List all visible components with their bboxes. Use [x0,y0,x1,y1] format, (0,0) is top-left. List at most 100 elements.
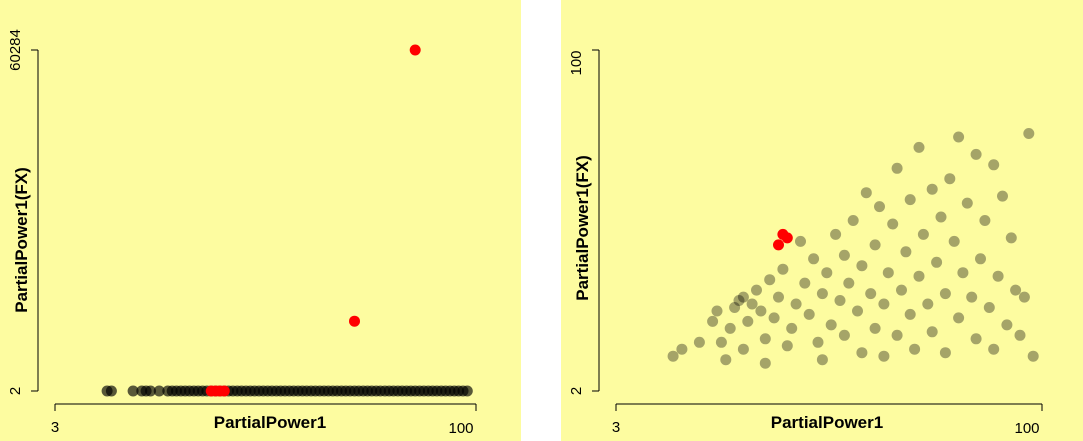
data-point [838,329,850,341]
data-point [856,260,868,272]
data-point [759,357,771,369]
data-point [795,235,806,247]
x-axis-title: PartialPower1 [771,413,883,432]
chart-panel-right: 2 100 3 100 PartialPower1 PartialPower1(… [561,0,1083,441]
data-point [988,159,1000,171]
data-point [834,295,846,306]
data-point [1010,284,1022,296]
data-point [935,211,947,223]
data-point [882,267,894,279]
data-point [742,315,754,327]
data-point [755,305,767,317]
data-point [803,308,815,320]
data-point [746,298,758,310]
data-point [900,246,912,258]
data-point [105,385,117,397]
data-point [904,194,916,206]
data-point [751,284,762,296]
data-point [676,343,688,355]
highlight-point [349,315,360,327]
y-axis-title: PartialPower1(FX) [573,155,592,301]
highlight-point [781,232,793,244]
data-point [997,190,1008,202]
data-point [729,302,741,313]
highlight-point [409,44,421,56]
plot-background [0,0,521,441]
data-point [988,343,1000,355]
data-point [1027,350,1039,362]
data-point [869,239,881,251]
data-point [707,315,719,327]
data-point [878,298,890,310]
data-point [715,336,727,348]
data-point [992,270,1004,282]
data-point [909,343,921,355]
y-tick-label-min: 2 [7,387,24,395]
data-point [737,291,749,303]
x-tick-label-min: 3 [51,419,59,436]
data-point [764,274,776,286]
data-point [461,385,473,397]
data-point [891,329,903,341]
data-point [856,347,868,359]
highlight-point [773,239,784,251]
data-point [127,385,139,397]
data-point [667,350,679,362]
x-axis-title: PartialPower1 [214,413,326,432]
data-point [939,288,951,300]
data-point [970,148,982,160]
data-point [939,347,951,359]
data-point [830,228,842,240]
data-point [961,197,973,209]
data-point [896,284,907,296]
data-point [944,173,956,185]
data-point [768,312,780,324]
data-point [878,350,890,362]
data-point [799,277,811,289]
data-point [931,256,943,268]
data-point [733,295,745,306]
data-point [865,288,877,300]
data-point [786,322,798,334]
data-point [1018,291,1030,303]
data-point [843,277,855,289]
data-point [904,308,916,320]
x-tick-label-max: 100 [1014,420,1039,437]
data-point [1005,232,1017,244]
scatter-chart-left: 2 60284 3 100 PartialPower1 PartialPower… [0,0,521,441]
data-point [737,343,749,355]
y-tick-label-max: 60284 [7,29,24,71]
data-point [926,326,938,338]
data-point [926,183,938,195]
data-point [825,319,837,331]
panel-gap [521,0,561,441]
data-point [145,385,156,397]
y-tick-label-max: 100 [568,50,585,75]
data-point [891,162,903,174]
data-point [860,187,872,199]
data-point [957,267,969,279]
data-point [983,302,995,313]
data-point [913,141,925,153]
data-point [874,201,885,213]
x-tick-label-max: 100 [448,420,473,437]
data-point [808,253,820,265]
data-point [724,322,736,334]
y-axis-title: PartialPower1(FX) [12,167,31,313]
data-point [816,288,828,300]
plot-background [561,0,1083,441]
data-point [790,298,802,310]
data-point [838,249,850,261]
data-point [720,354,732,366]
data-points [101,44,473,397]
data-point [887,218,899,230]
data-point [781,340,793,352]
data-point [852,305,863,317]
data-point [777,263,789,275]
data-point [869,322,881,334]
data-point [922,298,934,310]
data-point [759,333,771,345]
data-point [966,291,978,303]
data-point [693,336,705,348]
data-point [975,253,986,265]
